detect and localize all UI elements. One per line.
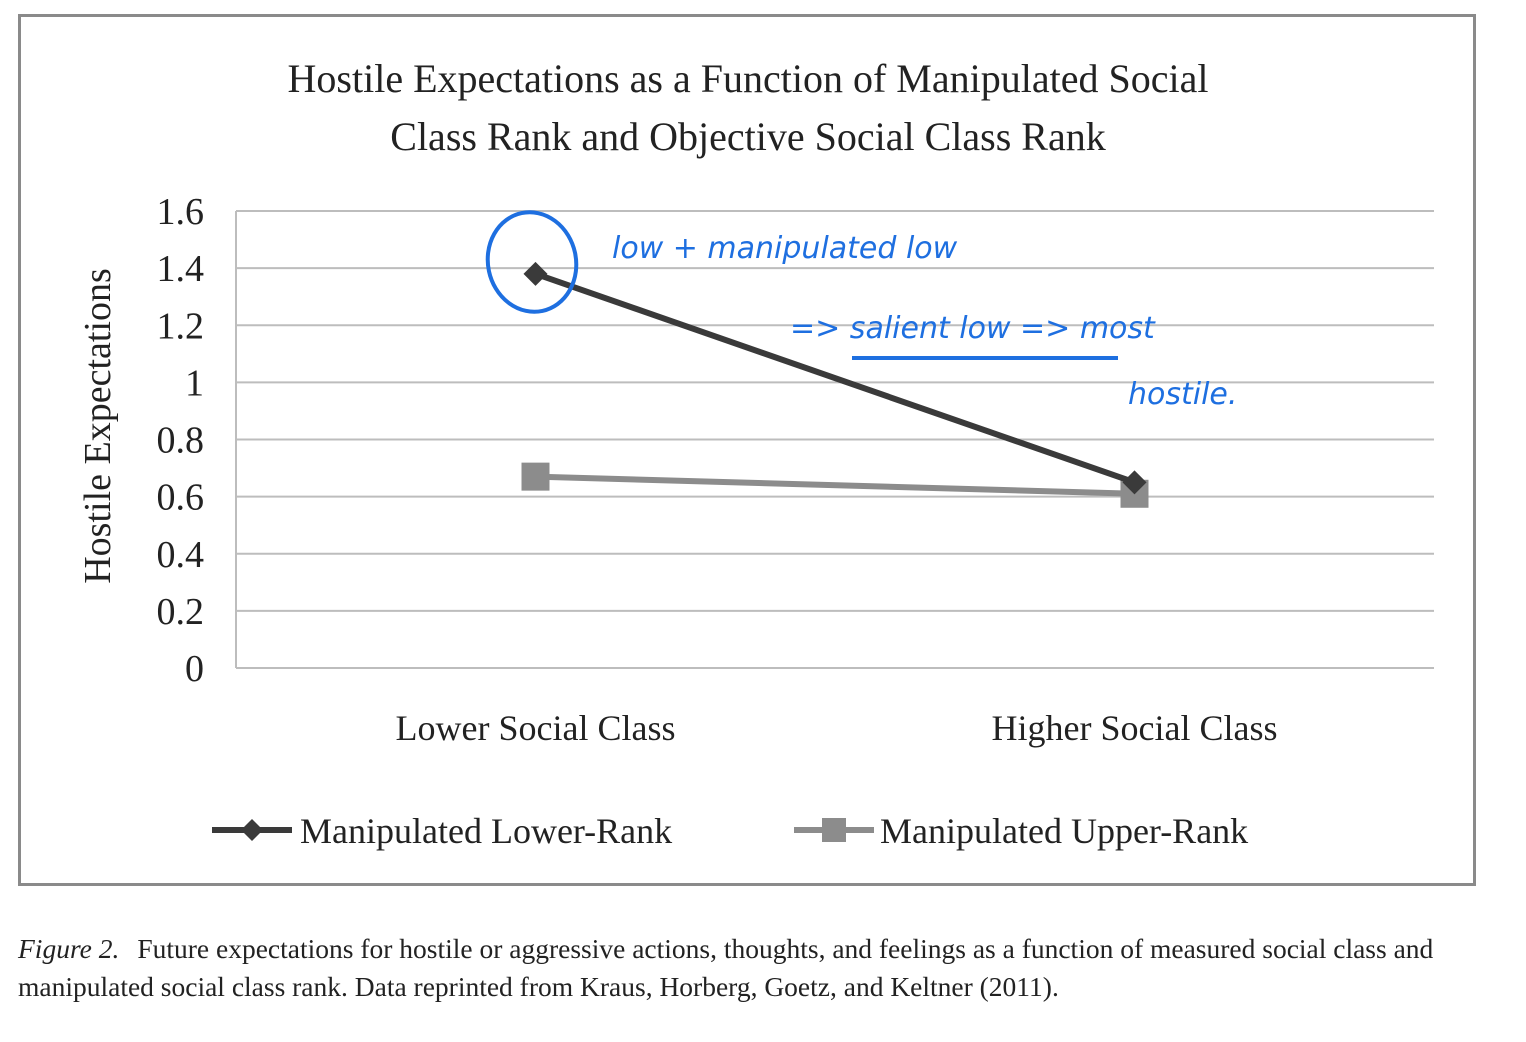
gridlines (235, 210, 1434, 669)
y-axis-label: Hostile Expectations (77, 268, 119, 584)
series-line (534, 271, 1136, 486)
y-tick-label: 1.2 (157, 305, 205, 347)
y-tick-label: 1.6 (157, 191, 205, 233)
x-category-labels: Lower Social Class Higher Social Class (396, 708, 1278, 748)
y-tick-label: 0 (185, 648, 204, 690)
data-point (521, 462, 550, 491)
x-category-label: Lower Social Class (396, 708, 676, 748)
chart-title-line-2: Class Rank and Objective Social Class Ra… (390, 114, 1105, 159)
caption-text: Future expectations for hostile or aggre… (18, 933, 1434, 1002)
legend-marker (822, 818, 846, 842)
annotation-circle (485, 210, 579, 314)
annotation-line-1: low + manipulated low (612, 231, 958, 266)
y-tick-label: 0.8 (157, 420, 205, 462)
y-tick-label: 1 (185, 362, 204, 404)
annotation-line-3: hostile. (1128, 377, 1237, 412)
line-chart: Hostile Expectations as a Function of Ma… (77, 56, 1434, 851)
handwritten-annotation: low + manipulated low => salient low => … (485, 210, 1237, 412)
chart-title-line-1: Hostile Expectations as a Function of Ma… (288, 56, 1209, 101)
y-tick-label: 0.4 (157, 534, 205, 576)
caption-label: Figure 2. (18, 933, 120, 964)
legend-marker (241, 819, 263, 841)
figure-frame (18, 14, 1476, 886)
legend-label: Manipulated Lower-Rank (300, 811, 672, 851)
x-category-label: Higher Social Class (992, 708, 1278, 748)
legend-label: Manipulated Upper-Rank (880, 811, 1248, 851)
y-tick-labels: 0 0.2 0.4 0.6 0.8 1 1.2 1.4 1.6 (157, 191, 205, 690)
y-tick-label: 0.6 (157, 477, 205, 519)
y-tick-label: 0.2 (157, 591, 205, 633)
annotation-line-2: => salient low => most (790, 311, 1156, 346)
figure-caption: Figure 2. Future expectations for hostile… (18, 930, 1498, 1006)
data-point (523, 261, 548, 286)
y-tick-label: 1.4 (157, 248, 205, 290)
legend: Manipulated Lower-Rank Manipulated Upper-… (212, 811, 1248, 851)
data-point (1122, 470, 1147, 495)
chart-title: Hostile Expectations as a Function of Ma… (288, 56, 1209, 159)
series-lines (521, 261, 1149, 508)
series-line (535, 473, 1135, 497)
